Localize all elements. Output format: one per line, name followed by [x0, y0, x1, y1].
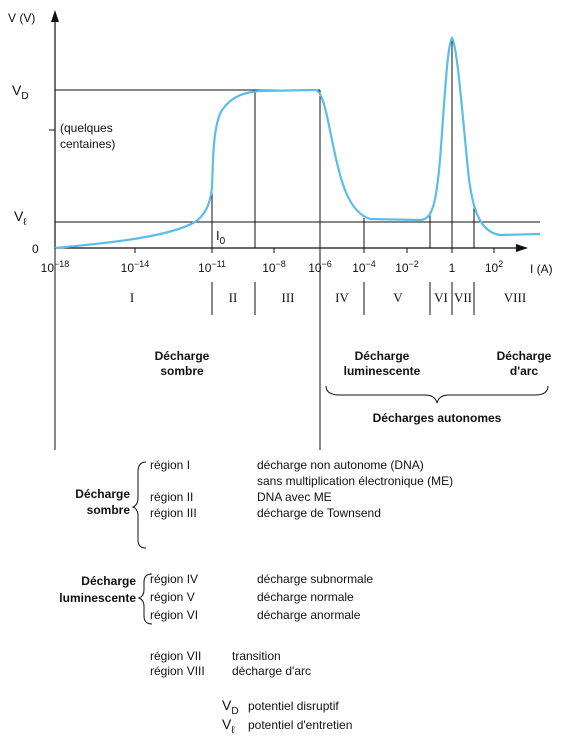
x-axis-label: I (A) [530, 262, 553, 276]
group-label: d'arc [510, 364, 539, 378]
group-label: Décharge [355, 349, 410, 363]
region-label: III [282, 290, 295, 305]
x-arrow [516, 244, 528, 252]
group-label: luminescente [344, 364, 421, 378]
x-tick-label: 10−14 [121, 259, 150, 275]
y-label: 0 [32, 242, 39, 256]
legend-region: région II [150, 490, 193, 504]
legend-symbol: Vℓ [222, 716, 235, 736]
y-label: Vℓ [14, 208, 27, 228]
legend-text: sans multiplication électronique (ME) [257, 474, 453, 488]
legend-text: décharge anormale [257, 608, 361, 622]
legend-text: potentiel disruptif [248, 699, 339, 713]
x-tick-label: 10−11 [198, 259, 226, 275]
legend-text: décharge d'arc [232, 664, 311, 678]
legend-title: Décharge [75, 487, 130, 501]
group-label: Décharge [155, 349, 210, 363]
region-label: II [229, 290, 238, 305]
x-tick-label: 10−4 [352, 259, 376, 275]
i0-label: I0 [216, 228, 226, 247]
legend-text: transition [232, 649, 281, 663]
brace [137, 573, 153, 625]
group-label: Décharges autonomes [373, 411, 502, 425]
legend-region: région VI [150, 608, 198, 622]
x-ticks: 10−18 10−14 10−11 10−8 10−6 10−4 10−2 1 102 [41, 248, 503, 275]
y-label: VD [12, 82, 29, 102]
regions: I II III IV V VI VII VIII [130, 290, 526, 305]
legend-text: décharge normale [257, 590, 354, 604]
legend-title: Décharge [81, 574, 136, 588]
x-tick-label: 102 [485, 259, 503, 275]
legend-text: DNA avec ME [257, 490, 332, 504]
legend-symbol: VD [222, 697, 239, 717]
legend-region: région III [150, 506, 197, 520]
group-label: sombre [160, 364, 204, 378]
region-label: VII [454, 290, 472, 305]
x-tick-label: 10−18 [41, 259, 70, 275]
brace [131, 461, 147, 549]
y-note: (quelques [60, 121, 113, 135]
legend-region: région V [150, 590, 195, 604]
legend: région I décharge non autonome (DNA) sans … [150, 458, 453, 736]
brace [325, 385, 549, 404]
x-tick-label: 10−8 [262, 259, 286, 275]
legend-text: potentiel d'entretien [248, 718, 352, 732]
legend-region: région VIII [150, 664, 205, 678]
curve [54, 36, 541, 250]
y-note: centaines) [60, 137, 115, 151]
legend-region: région VII [150, 649, 201, 663]
x-tick-label: 1 [449, 261, 456, 275]
legend-region: région IV [150, 572, 198, 586]
y-arrow [51, 10, 59, 22]
region-label: VI [434, 290, 448, 305]
region-label: VIII [504, 290, 526, 305]
region-dividers [54, 248, 475, 450]
region-label: I [130, 290, 134, 305]
x-tick-label: 10−2 [395, 259, 419, 275]
region-label: V [393, 290, 403, 305]
legend-text: décharge non autonome (DNA) [257, 458, 424, 472]
region-label: IV [335, 290, 349, 305]
legend-title: sombre [87, 503, 131, 517]
x-tick-label: 10−6 [308, 259, 332, 275]
legend-title: luminescente [59, 591, 136, 605]
legend-text: décharge subnormale [257, 572, 373, 586]
drop-lines [211, 38, 475, 248]
y-axis-label: V (V) [8, 11, 35, 25]
group-label: Décharge [497, 349, 552, 363]
legend-region: région I [150, 458, 190, 472]
legend-text: décharge de Townsend [257, 506, 381, 520]
